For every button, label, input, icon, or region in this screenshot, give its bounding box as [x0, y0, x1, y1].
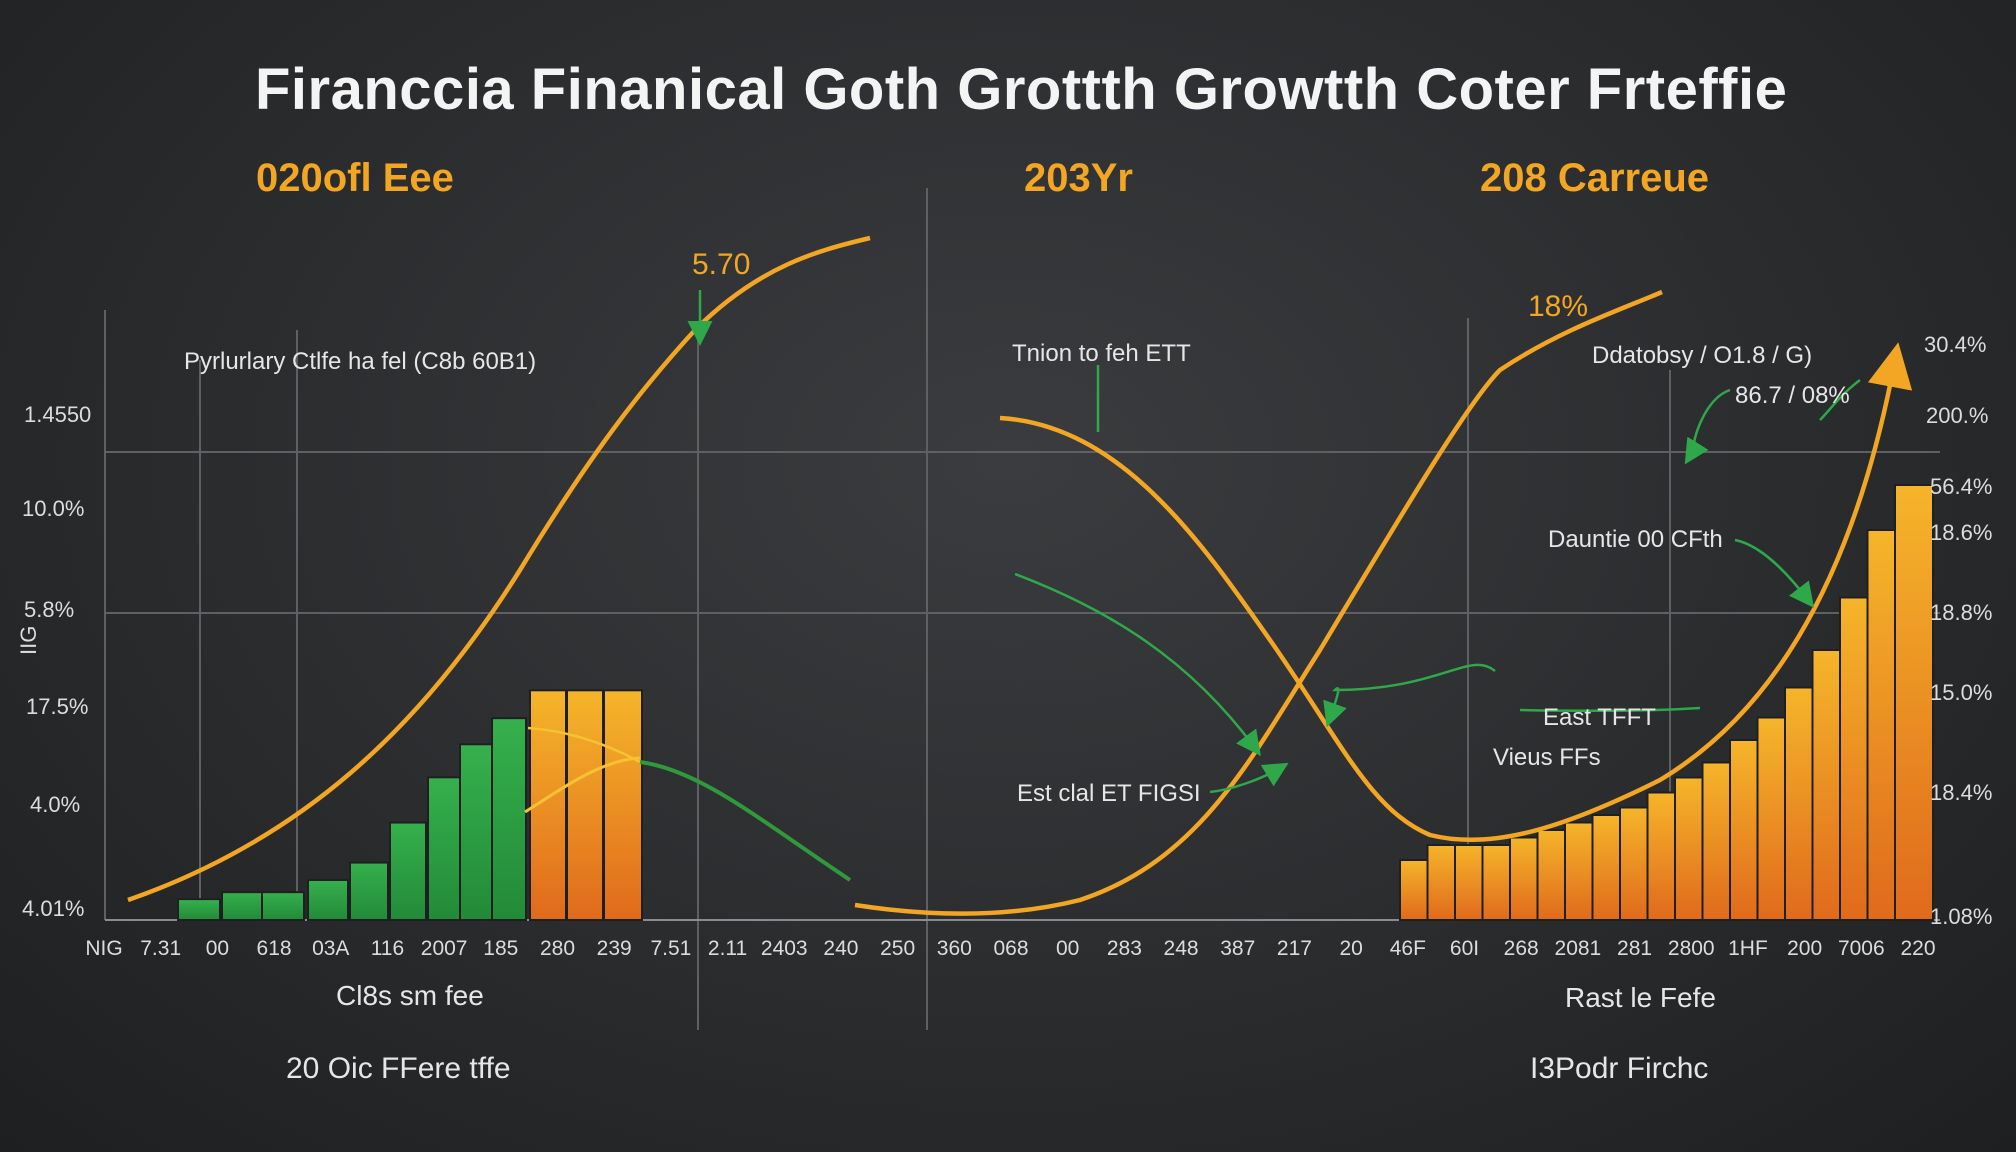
x-tick-label: 46F [1390, 937, 1426, 960]
x-tick-label: 200 [1787, 937, 1822, 960]
x-tick-label: 217 [1277, 937, 1312, 960]
annotation-right-sub: 86.7 / 08% [1735, 382, 1850, 409]
orange-curve-inner [524, 756, 641, 814]
x-tick-label: 280 [540, 937, 575, 960]
x-tick-label: 2.11 [708, 937, 747, 960]
bar [349, 861, 389, 922]
x-tick-label: 387 [1220, 937, 1255, 960]
right-axis-label: 1.08% [1930, 904, 1992, 929]
green-arrow-6 [1684, 388, 1731, 465]
bar [1894, 484, 1934, 921]
bar [177, 898, 221, 921]
x-tick-label: 00 [206, 937, 229, 960]
left-axis-label: 17.5% [26, 694, 88, 719]
orange-curve-valley [854, 289, 1663, 916]
x-tick-label: 248 [1164, 937, 1199, 960]
x-tick-label: NIG [85, 937, 122, 960]
right-axis-label: 18.6% [1930, 520, 1992, 545]
green-arrow-2 [1209, 762, 1289, 794]
orange-curve-middle [999, 342, 1913, 843]
x-tick-label: 7.31 [140, 937, 181, 960]
x-tick-label: 116 [371, 937, 404, 960]
right-axis-label: 18.4% [1930, 780, 1992, 805]
green-arrow-7 [1819, 379, 1861, 421]
orange-curve-left [127, 235, 871, 903]
right-axis-label: 18.8% [1930, 600, 1992, 625]
x-tick-label: 2081 [1555, 937, 1602, 960]
left-axis-label: 4.01% [22, 896, 84, 921]
x-tick-label: 03A [312, 937, 349, 960]
left-axis-label: 4.0% [30, 792, 80, 817]
x-tick-label: 268 [1504, 937, 1539, 960]
top-value-label-left: 5.70 [692, 248, 751, 281]
x-tick-label: 2403 [761, 937, 808, 960]
bar [491, 717, 527, 921]
x-tick-label: 283 [1107, 937, 1142, 960]
orange-curve-inner2 [527, 726, 641, 764]
green-arrow-3 [1323, 663, 1496, 728]
x-tick-label: 250 [880, 937, 915, 960]
x-tick-label: 00 [1056, 937, 1079, 960]
green-arrow-5 [1734, 538, 1815, 608]
green-arrow-4 [1519, 706, 1701, 713]
x-tick-label: 618 [257, 937, 292, 960]
annotation-vieus: Vieus FFs [1493, 744, 1601, 771]
chart-title: Firanccia Finanical Goth Grottth Growtth… [255, 57, 1788, 122]
x-tick-labels: NIG 7.31 00 618 03A 116 2007 185 280 239 7.51 2.11 2… [85, 937, 1935, 960]
annotation-est: Est clal ET FIGSI [1017, 780, 1201, 807]
right-axis-label: 200.% [1926, 403, 1988, 428]
x-tick-label: 240 [823, 937, 858, 960]
green-curve [639, 760, 852, 882]
left-axis-label: 1.4550 [24, 402, 91, 427]
right-bars [1399, 484, 1934, 921]
x-tick-label: 068 [993, 937, 1028, 960]
bar [603, 689, 643, 921]
bar [566, 689, 604, 921]
right-axis-label: 56.4% [1930, 474, 1992, 499]
footer-label-left-2: 20 Oic FFere tffe [286, 1052, 511, 1085]
bar [389, 821, 427, 921]
annotation-right-middle: Dauntie 00 CFth [1548, 526, 1723, 553]
annotation-east: East TFFT [1543, 704, 1656, 731]
section-header-middle: 203Yr [1024, 156, 1133, 200]
x-tick-label: 220 [1900, 937, 1935, 960]
x-tick-label: 281 [1617, 937, 1652, 960]
section-header-left: 020ofl Eee [256, 156, 454, 200]
x-tick-label: 239 [597, 937, 632, 960]
bar [261, 891, 305, 921]
footer-label-left-1: Cl8s sm fee [336, 980, 484, 1011]
x-tick-label: 2800 [1668, 937, 1715, 960]
annotation-right-top: Ddatobsy / O1.8 / G) [1592, 342, 1813, 369]
left-bars [177, 689, 643, 922]
footer-label-right-2: I3Podr Firchc [1530, 1052, 1709, 1085]
x-tick-label: 7006 [1838, 937, 1885, 960]
x-tick-label: 60I [1450, 937, 1479, 960]
left-axis-label: 5.8% [24, 597, 74, 622]
footer-label-right-1: Rast le Fefe [1565, 982, 1716, 1013]
x-tick-label: 7.51 [650, 937, 691, 960]
bar [459, 743, 493, 922]
x-tick-label: 20 [1339, 937, 1362, 960]
section-header-right: 208 Carreue [1480, 156, 1710, 200]
left-axis-side-label: IIG [16, 626, 41, 655]
annotation-left: Pyrlurlary Ctlfe ha fel (C8b 60B1) [184, 348, 537, 375]
bar [221, 891, 263, 921]
x-tick-label: 185 [483, 937, 518, 960]
x-tick-label: 2007 [421, 937, 468, 960]
x-tick-label: 360 [937, 937, 972, 960]
green-arrow-1 [1014, 572, 1261, 757]
annotation-middle-top: Tnion to feh ETT [1012, 340, 1191, 367]
left-axis-label: 10.0% [22, 496, 84, 521]
bar [427, 776, 461, 921]
right-axis-label: 30.4% [1924, 332, 1986, 357]
right-axis-label: 15.0% [1930, 680, 1992, 705]
top-value-label-right: 18% [1528, 290, 1589, 323]
x-tick-label: 1HF [1728, 937, 1768, 960]
bar [307, 878, 349, 921]
